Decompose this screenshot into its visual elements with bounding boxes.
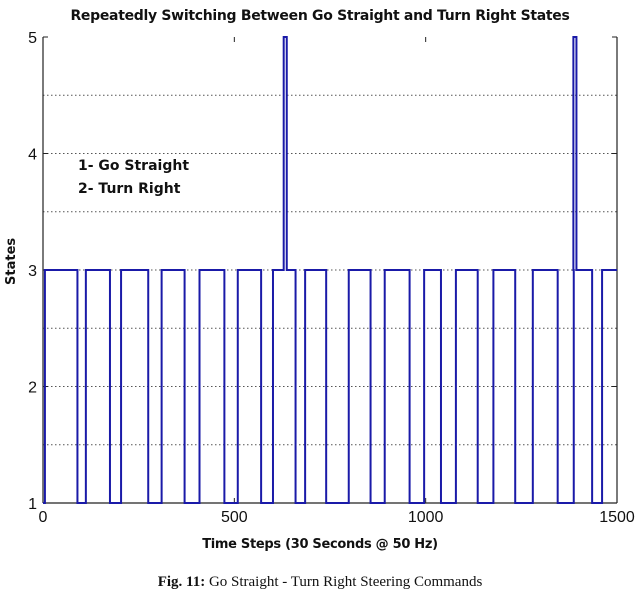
y-tick-label: 1 [28,496,37,513]
y-tick-label: 4 [28,147,37,164]
x-tick-label: 1000 [408,509,444,526]
x-tick-label: 500 [221,509,248,526]
data-series [43,36,617,504]
y-axis-label: States [4,237,19,285]
y-tick-label: 3 [28,263,37,280]
tick-labels: 1 2 3 4 5 0 500 1000 1500 [28,30,635,526]
legend-go-straight: 1- Go Straight [78,158,190,174]
y-tick-label: 2 [28,380,37,397]
y-tick-label: 5 [28,30,37,47]
figure-caption: Fig. 11: Go Straight - Turn Right Steeri… [0,574,640,591]
x-tick-label: 0 [39,509,48,526]
legend-turn-right: 2- Turn Right [78,181,181,197]
x-axis-label: Time Steps (30 Seconds @ 50 Hz) [202,537,438,552]
state-line [43,36,617,504]
chart-title: Repeatedly Switching Between Go Straight… [70,8,570,24]
x-tick-label: 1500 [599,509,635,526]
caption-label: Fig. 11: [157,574,206,590]
caption-text: Go Straight - Turn Right Steering Comman… [205,574,483,590]
